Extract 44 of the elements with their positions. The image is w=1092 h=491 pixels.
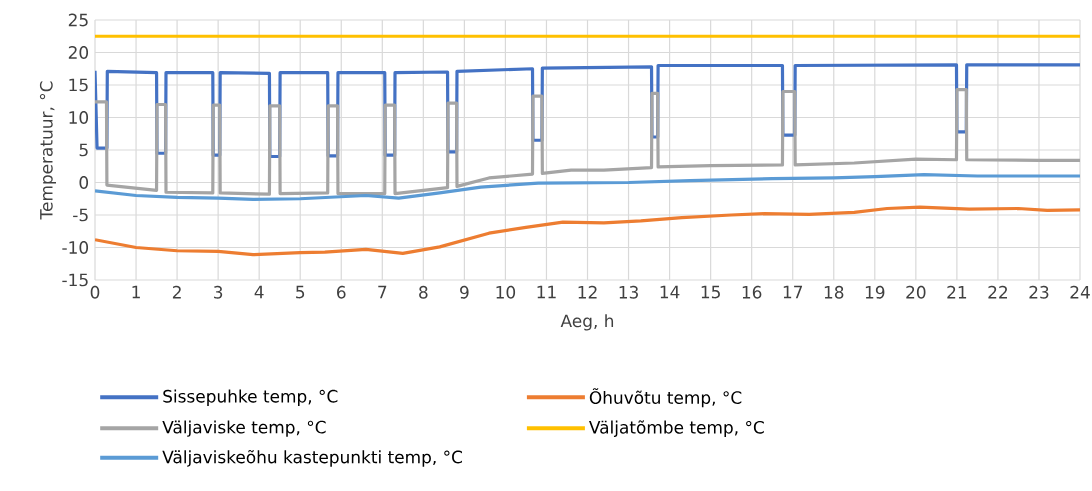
- x-tick-label: 15: [701, 285, 720, 299]
- x-tick-label: 5: [296, 285, 305, 299]
- line-series: [95, 205, 1081, 257]
- x-tick-label: 9: [460, 285, 469, 299]
- y-tick-label: 0: [79, 176, 89, 189]
- x-tick-label: 1: [132, 285, 140, 299]
- legend-label: Väljaviske temp, °C: [162, 420, 326, 437]
- x-tick-label: 14: [660, 285, 680, 299]
- x-tick-label: 12: [578, 285, 597, 299]
- line-series: [95, 87, 1081, 196]
- x-tick-label: 8: [419, 285, 428, 299]
- x-tick-label: 4: [254, 285, 264, 299]
- y-axis-title: Temperatuur, °C: [39, 81, 56, 220]
- x-tick-label: 21: [947, 285, 967, 299]
- x-tick-label: 18: [824, 285, 844, 299]
- legend-label: Sissepuhke temp, °C: [163, 389, 338, 406]
- y-tick-label: 25: [68, 13, 88, 27]
- x-tick-label: 7: [378, 285, 387, 299]
- x-tick-label: 0: [90, 285, 100, 299]
- x-tick-label: 24: [1070, 285, 1090, 299]
- legend-label: Õhuvõtu temp, °C: [589, 388, 742, 408]
- y-tick-label: -10: [62, 241, 89, 254]
- y-tick-label: -15: [62, 273, 88, 287]
- y-tick-label: 15: [69, 78, 88, 92]
- x-tick-label: 11: [537, 285, 556, 299]
- line-series: [95, 173, 1081, 201]
- x-axis-title: Aeg, h: [560, 314, 614, 331]
- x-tick-label: 20: [906, 285, 926, 299]
- x-tick-label: 6: [337, 285, 346, 299]
- legend-label: Väljaviskeõhu kastepunkti temp, °C: [162, 449, 463, 467]
- legend-label: Väljatõmbe temp, °C: [589, 420, 764, 437]
- x-tick-label: 3: [214, 285, 223, 299]
- y-tick-label: 20: [68, 46, 89, 59]
- y-tick-label: -5: [73, 208, 88, 222]
- x-tick-label: 13: [619, 285, 638, 299]
- y-tick-label: 10: [69, 111, 89, 124]
- x-tick-label: 10: [496, 285, 516, 299]
- x-tick-label: 23: [1029, 285, 1049, 299]
- x-tick-label: 16: [742, 285, 762, 299]
- y-tick-label: 5: [79, 143, 88, 157]
- x-tick-label: 19: [865, 285, 885, 299]
- x-tick-label: 22: [988, 285, 1007, 299]
- x-tick-label: 2: [172, 285, 181, 299]
- x-tick-label: 17: [783, 285, 803, 299]
